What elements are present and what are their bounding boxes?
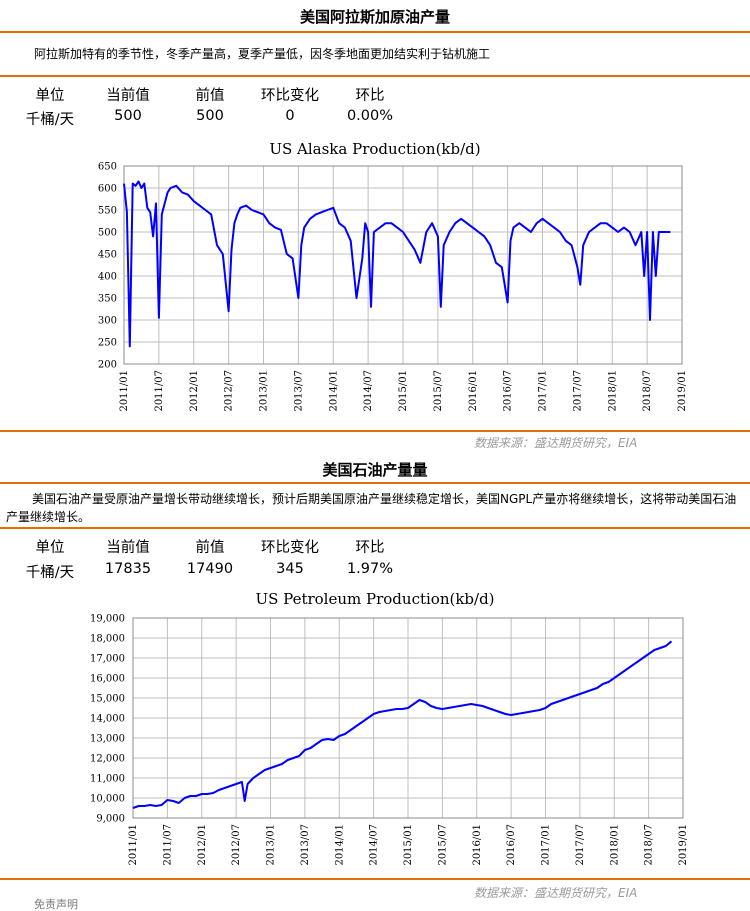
section2-table-rule <box>0 527 750 529</box>
value-current: 17835 <box>104 561 152 577</box>
series-line <box>132 640 673 809</box>
x-tick-label: 2016/07 <box>503 370 514 412</box>
x-tick-label: 2019/01 <box>678 824 689 866</box>
y-tick-label: 14,000 <box>90 714 125 725</box>
x-tick-label: 2015/07 <box>433 370 444 412</box>
alaska-production-chart: 200 250 300 350 400 450 500 550 600 650 2011/01 201… <box>98 162 688 412</box>
x-tick-label: 2016/07 <box>506 824 517 866</box>
value-unit: 千桶/天 <box>25 565 75 581</box>
x-tick-label: 2014/01 <box>328 370 339 412</box>
x-tick-label: 2018/07 <box>642 370 653 412</box>
y-tick-label: 10,000 <box>90 794 125 805</box>
section1-bottom-rule <box>0 430 750 432</box>
x-tick-label: 2013/07 <box>300 824 311 866</box>
y-tick-label: 550 <box>98 206 117 217</box>
header-mom-change: 环比变化 <box>261 88 319 104</box>
x-tick-label: 2017/07 <box>572 370 583 412</box>
x-tick-label: 2017/01 <box>538 370 549 412</box>
x-tick-label: 2014/01 <box>334 824 345 866</box>
value-mom-change: 0 <box>285 108 295 124</box>
section2-title: 美国石油产量量 <box>322 461 428 479</box>
value-mom-pct: 0.00% <box>346 108 394 124</box>
y-tick-label: 13,000 <box>90 734 125 745</box>
y-tick-label: 600 <box>98 184 117 195</box>
header-current: 当前值 <box>106 88 150 104</box>
x-tick-label: 2013/07 <box>293 370 304 412</box>
x-tick-label: 2011/01 <box>119 370 130 412</box>
section1-title: 美国阿拉斯加原油产量 <box>299 8 450 26</box>
y-tick-label: 500 <box>98 228 117 239</box>
header-previous: 前值 <box>195 540 225 556</box>
y-tick-label: 15,000 <box>90 694 125 705</box>
header-current: 当前值 <box>106 540 150 556</box>
header-unit: 单位 <box>35 540 65 556</box>
x-tick-label: 2018/01 <box>609 824 620 866</box>
x-tick-label: 2011/07 <box>154 370 165 412</box>
x-tick-label: 2013/01 <box>266 824 277 866</box>
value-mom-change: 345 <box>276 561 304 577</box>
y-tick-label: 300 <box>98 316 117 327</box>
y-tick-label: 19,000 <box>90 614 125 625</box>
y-tick-label: 12,000 <box>90 754 125 765</box>
y-tick-label: 18,000 <box>90 634 125 645</box>
chart2-title: US Petroleum Production(kb/d) <box>255 590 495 608</box>
x-tick-label: 2011/07 <box>162 824 173 866</box>
section1-top-rule <box>0 31 750 33</box>
x-tick-label: 2015/07 <box>437 824 448 866</box>
x-tick-label: 2018/01 <box>607 370 618 412</box>
section2-bottom-rule <box>0 878 750 880</box>
x-tick-label: 2012/01 <box>189 370 200 412</box>
x-tick-label: 2016/01 <box>468 370 479 412</box>
x-tick-label: 2014/07 <box>369 824 380 866</box>
section2-top-rule <box>0 482 750 484</box>
plot-frame <box>132 617 684 819</box>
value-previous: 500 <box>196 108 224 124</box>
x-tick-label: 2015/01 <box>398 370 409 412</box>
x-tick-label: 2011/01 <box>128 824 139 866</box>
header-previous: 前值 <box>195 88 225 104</box>
x-tick-label: 2012/07 <box>231 824 242 866</box>
x-tick-label: 2012/07 <box>224 370 235 412</box>
footer-disclaimer: 免责声明 <box>34 898 78 911</box>
header-unit: 单位 <box>35 88 65 104</box>
value-previous: 17490 <box>186 561 234 577</box>
x-tick-label: 2014/07 <box>363 370 374 412</box>
x-tick-label: 2017/01 <box>541 824 552 866</box>
value-current: 500 <box>114 108 142 124</box>
plot-frame <box>123 165 683 365</box>
header-mom-pct: 环比 <box>355 540 385 556</box>
x-tick-label: 2016/01 <box>472 824 483 866</box>
y-tick-label: 11,000 <box>90 774 125 785</box>
y-tick-label: 450 <box>98 250 117 261</box>
x-tick-label: 2018/07 <box>644 824 655 866</box>
x-tick-label: 2017/07 <box>575 824 586 866</box>
y-tick-label: 250 <box>98 338 117 349</box>
x-tick-label: 2012/01 <box>197 824 208 866</box>
y-tick-label: 400 <box>98 272 117 283</box>
y-tick-label: 350 <box>98 294 117 305</box>
section1-description: 阿拉斯加特有的季节性，冬季产量高，夏季产量低，因冬季地面更加结实利于钻机施工 <box>34 47 491 61</box>
section1-table-rule <box>0 75 750 77</box>
header-mom-pct: 环比 <box>355 88 385 104</box>
x-tick-label: 2019/01 <box>677 370 688 412</box>
y-tick-label: 200 <box>98 360 117 371</box>
x-tick-label: 2015/01 <box>403 824 414 866</box>
header-mom-change: 环比变化 <box>261 540 319 556</box>
y-tick-label: 17,000 <box>90 654 125 665</box>
y-tick-label: 16,000 <box>90 674 125 685</box>
value-unit: 千桶/天 <box>25 112 75 128</box>
x-tick-label: 2013/01 <box>259 370 270 412</box>
section2-source: 数据来源：盛达期货研究，EIA <box>474 886 638 900</box>
y-tick-label: 650 <box>98 162 117 173</box>
y-tick-label: 9,000 <box>96 814 125 825</box>
chart1-title: US Alaska Production(kb/d) <box>269 140 481 158</box>
section2-description: 美国石油产量受原油产量增长带动继续增长，预计后期美国原油产量继续稳定增长，美国N… <box>6 492 737 524</box>
section1-source: 数据来源：盛达期货研究，EIA <box>474 436 638 450</box>
value-mom-pct: 1.97% <box>346 561 394 577</box>
petroleum-production-chart: 9,000 10,000 11,000 12,000 13,000 14,000 15,00… <box>90 614 689 866</box>
series-line <box>123 180 671 348</box>
